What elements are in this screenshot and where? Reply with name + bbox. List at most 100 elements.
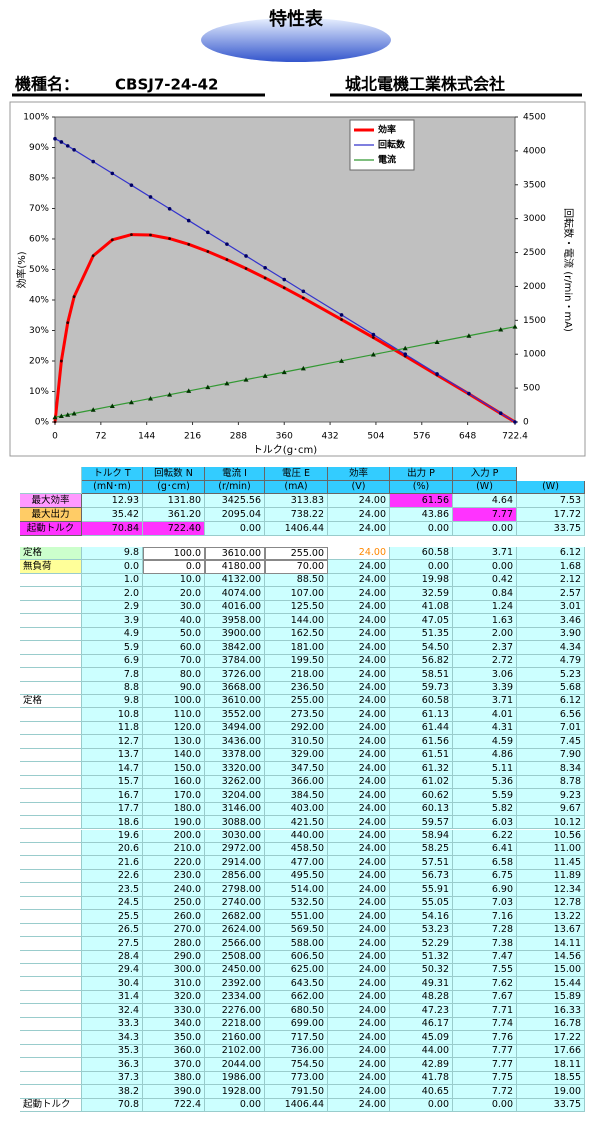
point — [167, 392, 173, 397]
point — [65, 412, 71, 417]
data-cell: 40.0 — [143, 614, 205, 628]
data-cell: 680.50 — [265, 1004, 328, 1018]
data-cell: 24.00 — [328, 1071, 390, 1086]
data-cell: 5.82 — [453, 802, 517, 817]
data-cell: 33.75 — [517, 1098, 585, 1112]
data-cell: 3.9 — [82, 614, 143, 628]
row-label — [20, 775, 82, 790]
data-cell: 5.11 — [453, 762, 517, 776]
point — [110, 238, 114, 242]
data-cell: 514.00 — [265, 883, 328, 897]
data-cell: 3.46 — [517, 614, 585, 628]
data-cell: 162.50 — [265, 627, 328, 642]
unit-header: (mN･m) — [82, 481, 143, 494]
data-cell: 130.0 — [143, 735, 205, 749]
point — [130, 233, 133, 237]
row-label — [20, 789, 82, 803]
data-cell: 24.00 — [328, 896, 390, 911]
data-cell: 16.33 — [517, 1004, 585, 1018]
data-cell: 588.00 — [265, 937, 328, 951]
data-cell: 4.31 — [453, 721, 517, 736]
summary-cell: 17.72 — [517, 508, 585, 522]
row-label — [20, 896, 82, 911]
data-cell: 2102.00 — [205, 1044, 265, 1059]
data-cell: 350.0 — [143, 1031, 205, 1045]
data-cell: 51.32 — [390, 950, 453, 964]
legend-label: 電流 — [378, 154, 396, 166]
data-cell: 699.00 — [265, 1017, 328, 1032]
data-cell: 24.00 — [328, 883, 390, 897]
point — [498, 411, 503, 415]
column-header: 電圧 E — [265, 467, 328, 481]
y2-tick-label: 1500 — [523, 316, 546, 326]
data-cell: 55.05 — [390, 896, 453, 911]
data-cell: 15.00 — [517, 964, 585, 978]
header-blank — [20, 467, 82, 494]
row-label — [20, 1031, 82, 1045]
data-cell: 3146.00 — [205, 802, 265, 817]
data-cell: 18.11 — [517, 1058, 585, 1072]
data-cell: 80.0 — [143, 668, 205, 682]
data-cell: 13.67 — [517, 923, 585, 938]
data-cell: 3784.00 — [205, 654, 265, 669]
data-cell: 5.68 — [517, 681, 585, 695]
point — [282, 286, 286, 290]
data-cell: 15.44 — [517, 977, 585, 991]
y-tick-label: 30% — [29, 326, 49, 336]
data-cell: 160.0 — [143, 775, 205, 790]
data-cell: 7.8 — [82, 668, 143, 682]
point — [186, 218, 191, 223]
data-cell: 24.00 — [328, 910, 390, 924]
data-cell: 35.3 — [82, 1044, 143, 1059]
data-cell: 7.03 — [453, 896, 517, 911]
data-cell: 28.4 — [82, 950, 143, 964]
data-cell: 13.22 — [517, 910, 585, 924]
summary-cell: 35.42 — [82, 508, 143, 522]
data-cell: 100.0 — [143, 547, 205, 561]
data-cell: 20.6 — [82, 842, 143, 857]
data-cell: 9.23 — [517, 789, 585, 803]
data-cell: 3.39 — [453, 681, 517, 695]
data-cell: 19.6 — [82, 829, 143, 843]
y-tick-label: 0% — [35, 418, 50, 428]
data-cell: 300.0 — [143, 964, 205, 978]
point — [370, 352, 376, 357]
data-cell: 54.50 — [390, 641, 453, 655]
row-label: 起動トルク — [20, 522, 82, 536]
y2-axis-label: 回転数・電流 (r/min・mA) — [562, 208, 575, 332]
data-cell: 370.0 — [143, 1058, 205, 1072]
legend-label: 効率 — [378, 124, 396, 136]
data-cell: 61.51 — [390, 748, 453, 763]
data-cell: 569.50 — [265, 923, 328, 938]
data-cell: 2450.00 — [205, 964, 265, 978]
data-cell: 7.77 — [453, 1058, 517, 1072]
data-cell: 170.0 — [143, 789, 205, 803]
data-cell: 70.8 — [82, 1098, 143, 1112]
data-cell: 4.34 — [517, 641, 585, 655]
data-cell: 7.67 — [453, 990, 517, 1005]
row-label — [20, 654, 82, 669]
data-cell: 2044.00 — [205, 1058, 265, 1072]
data-cell: 10.56 — [517, 829, 585, 843]
data-cell: 47.23 — [390, 1004, 453, 1018]
data-cell: 36.3 — [82, 1058, 143, 1072]
data-cell: 773.00 — [265, 1071, 328, 1086]
column-header: トルク T — [82, 467, 143, 481]
data-cell: 7.77 — [453, 1044, 517, 1059]
data-cell: 90.0 — [143, 681, 205, 695]
data-cell: 340.0 — [143, 1017, 205, 1032]
data-cell: 24.00 — [328, 1004, 390, 1018]
data-cell: 532.50 — [265, 896, 328, 911]
data-cell: 24.00 — [328, 587, 390, 601]
data-cell: 120.0 — [143, 721, 205, 736]
data-cell: 70.0 — [143, 654, 205, 669]
column-header: 出力 P — [390, 467, 453, 481]
row-label — [20, 627, 82, 642]
data-cell: 24.00 — [328, 708, 390, 722]
data-cell: 24.00 — [328, 627, 390, 642]
point — [282, 277, 287, 282]
data-cell: 310.50 — [265, 735, 328, 749]
row-label — [20, 856, 82, 870]
data-cell: 2856.00 — [205, 869, 265, 884]
y2-tick-label: 2500 — [523, 248, 546, 258]
